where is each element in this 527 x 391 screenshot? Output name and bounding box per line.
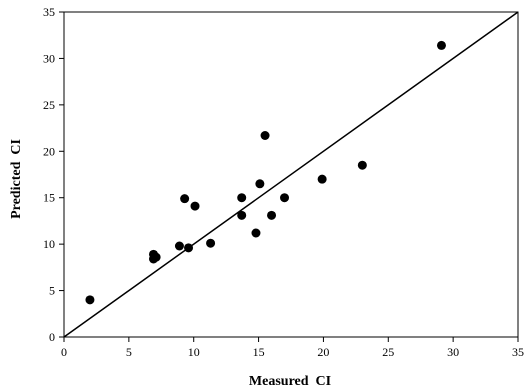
reference-line-group xyxy=(63,11,519,338)
x-tick-label: 15 xyxy=(253,345,265,359)
y-axis-title: Predicted CI xyxy=(9,139,24,219)
x-tick-label: 10 xyxy=(188,345,200,359)
x-tick-label: 25 xyxy=(382,345,394,359)
plot-border xyxy=(63,11,519,338)
data-point xyxy=(85,295,95,305)
data-point xyxy=(436,40,446,50)
data-point xyxy=(151,252,161,262)
y-axis-ticks: 0 5 10 15 20 25 30 35 xyxy=(43,5,64,344)
data-point xyxy=(184,243,194,253)
data-point xyxy=(190,201,200,211)
data-point xyxy=(237,193,247,203)
data-point xyxy=(260,131,270,140)
y-tick-label: 0 xyxy=(49,330,55,344)
one-to-one-line xyxy=(63,11,519,338)
x-tick-label: 20 xyxy=(317,345,329,359)
x-tick-label: 5 xyxy=(126,345,132,359)
x-tick-label: 0 xyxy=(61,345,67,359)
y-tick-label: 30 xyxy=(43,51,55,65)
data-point xyxy=(255,179,265,189)
data-point xyxy=(357,160,367,170)
data-point xyxy=(237,210,247,220)
y-tick-label: 5 xyxy=(49,284,55,298)
y-tick-label: 25 xyxy=(43,98,55,112)
y-tick-label: 20 xyxy=(43,144,55,158)
x-axis-title: Measured CI xyxy=(249,374,331,389)
data-points xyxy=(85,40,446,305)
y-tick-label: 15 xyxy=(43,191,55,205)
data-point xyxy=(174,241,184,251)
y-tick-label: 35 xyxy=(43,5,55,19)
x-axis-ticks: 0 5 10 15 20 25 30 35 xyxy=(61,337,524,359)
data-point xyxy=(206,238,216,248)
y-tick-label: 10 xyxy=(43,237,55,251)
data-point xyxy=(317,174,327,184)
data-point xyxy=(251,228,261,238)
data-point xyxy=(267,210,277,220)
x-tick-label: 35 xyxy=(512,345,524,359)
plot-frame xyxy=(63,11,519,338)
data-point xyxy=(280,193,290,203)
data-point xyxy=(180,194,190,204)
x-tick-label: 30 xyxy=(447,345,459,359)
